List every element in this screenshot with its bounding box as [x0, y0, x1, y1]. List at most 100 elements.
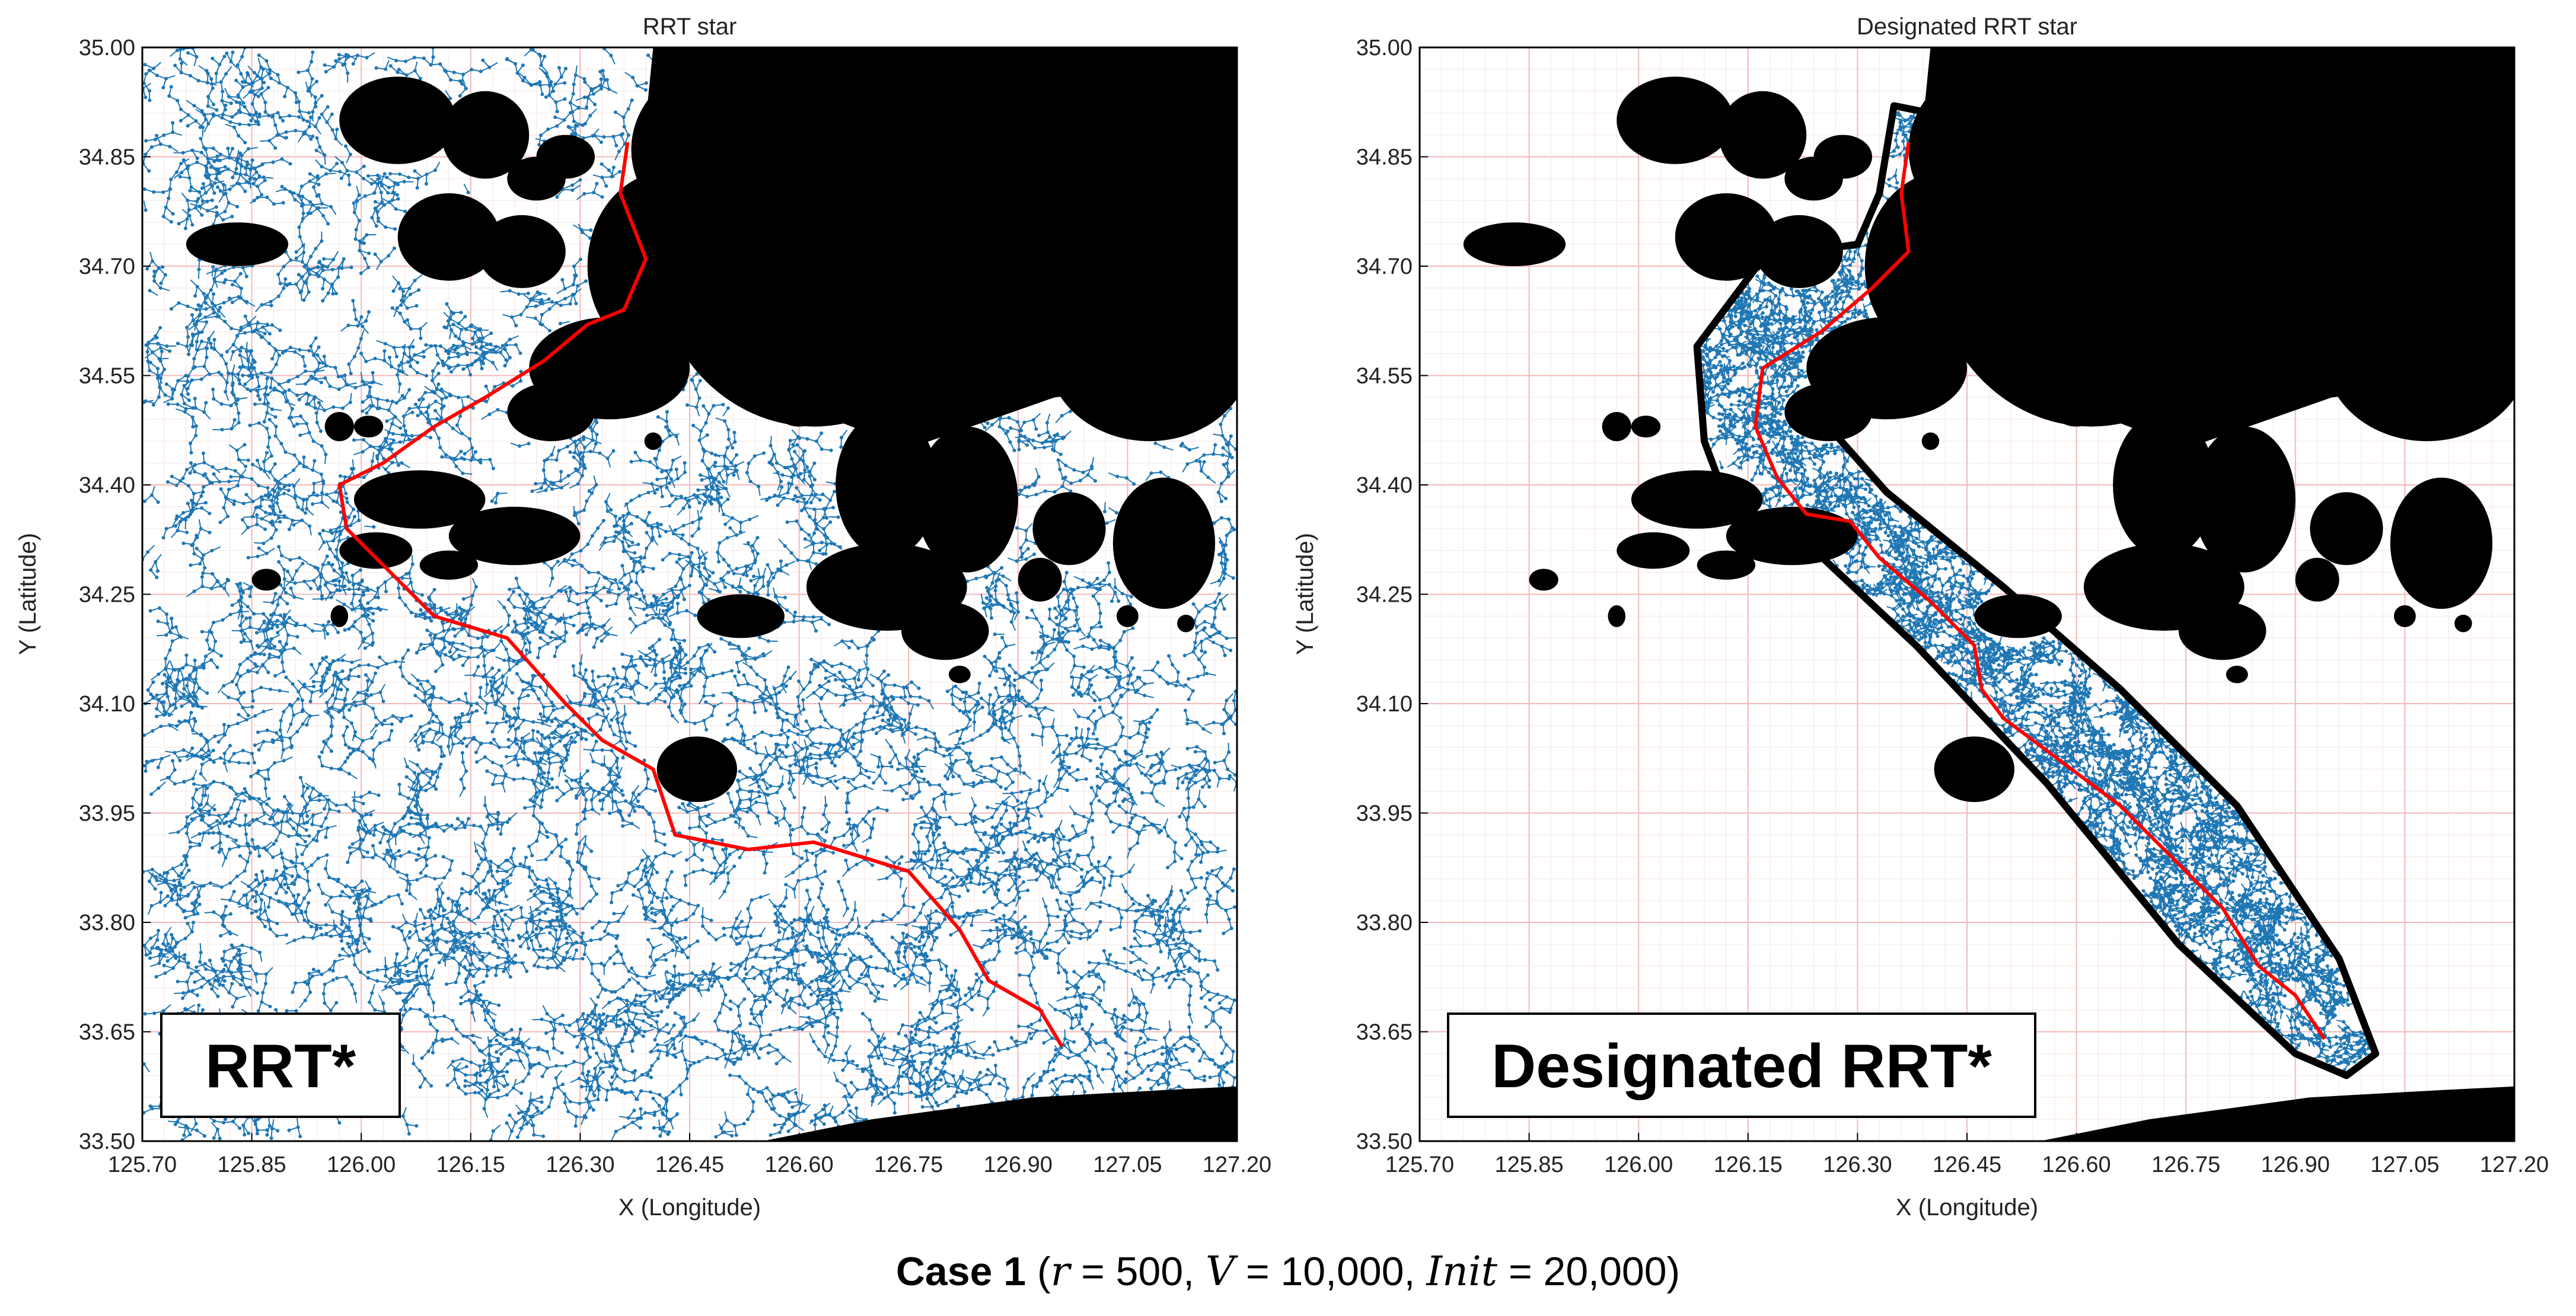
x-tick-label: 127.20	[2480, 1152, 2549, 1177]
obstacle-island-south	[2040, 1086, 2514, 1141]
obstacle	[186, 222, 289, 266]
caption-init-value: = 20,000)	[1497, 1249, 1680, 1294]
x-tick-label: 125.70	[108, 1152, 177, 1177]
designated-corridor	[1693, 102, 2380, 1079]
obstacle	[1463, 222, 1566, 266]
caption-v-value: = 10,000,	[1235, 1249, 1426, 1294]
x-axis-label: X (Longitude)	[1896, 1194, 2038, 1221]
obstacle	[1112, 477, 1216, 609]
y-tick-label: 34.55	[1356, 364, 1413, 389]
obstacle	[1934, 736, 2014, 803]
obstacle	[901, 601, 989, 660]
obstacle	[1719, 91, 1807, 179]
x-tick-label: 125.70	[1385, 1152, 1454, 1177]
panel-rrt-star: 125.70 125.85 126.00 126.15 126.30 126.45 126.…	[15, 14, 1271, 1221]
y-tick-label: 34.55	[79, 364, 135, 389]
x-tick-label: 126.60	[2042, 1152, 2110, 1177]
obstacle	[1608, 605, 1626, 627]
path-line	[1754, 142, 2326, 1040]
chart-title: Designated RRT star	[1857, 14, 2077, 40]
obstacle	[2310, 492, 2383, 566]
y-tick-label: 33.95	[79, 801, 135, 826]
y-axis-label: Y (Latitude)	[15, 533, 41, 655]
obstacle	[2113, 412, 2215, 558]
obstacle	[656, 736, 737, 803]
method-label: Designated RRT*	[1491, 1032, 1992, 1101]
obstacle	[1602, 412, 1631, 442]
obstacle	[2193, 426, 2296, 573]
x-tick-label: 126.45	[655, 1152, 724, 1177]
x-tick-label: 126.90	[2261, 1152, 2330, 1177]
y-tick-label: 34.40	[79, 473, 135, 498]
obstacle	[1784, 382, 1873, 442]
obstacle	[1529, 568, 1558, 591]
obstacle	[1697, 550, 1756, 580]
y-tick-label: 34.25	[1356, 583, 1413, 608]
x-tick-label: 126.45	[1933, 1152, 2001, 1177]
obstacle	[2454, 614, 2472, 633]
obstacle	[419, 550, 479, 580]
method-label-box	[160, 1012, 401, 1118]
method-label-box	[1447, 1012, 2036, 1118]
obstacle	[916, 426, 1018, 573]
y-axis-label: Y (Latitude)	[1292, 533, 1318, 655]
obstacle	[2295, 558, 2339, 602]
x-tick-label: 126.30	[1823, 1152, 1892, 1177]
obstacle	[1018, 558, 1062, 602]
x-tick-label: 127.05	[2370, 1152, 2439, 1177]
y-tick-label: 33.65	[1356, 1020, 1413, 1045]
obstacle-island-south	[763, 1086, 1237, 1141]
obstacle	[2393, 605, 2416, 627]
obstacle	[644, 432, 662, 450]
caption-r-value: = 500,	[1070, 1249, 1206, 1294]
y-tick-label: 34.10	[1356, 692, 1413, 717]
y-tick-label: 33.80	[79, 911, 135, 935]
tree-node-set	[1695, 109, 2373, 1072]
y-tick-label: 33.50	[1356, 1129, 1413, 1154]
caption-case: Case 1	[896, 1249, 1026, 1294]
obstacle-mainland	[1915, 47, 2514, 449]
obstacle	[397, 193, 500, 281]
path-line	[337, 142, 1064, 1047]
obstacles	[1463, 47, 2514, 1141]
obstacle	[1617, 76, 1734, 164]
obstacle	[2390, 477, 2493, 609]
obstacle	[948, 666, 971, 683]
obstacle	[1116, 605, 1139, 627]
caption-paren: (	[1037, 1249, 1051, 1294]
obstacle	[1177, 614, 1195, 633]
obstacle	[330, 605, 349, 627]
obstacle	[536, 135, 595, 179]
x-tick-label: 126.15	[1714, 1152, 1783, 1177]
caption-r-symbol: r	[1051, 1248, 1072, 1295]
x-tick-label: 125.85	[1494, 1152, 1563, 1177]
obstacles	[186, 47, 1237, 1141]
obstacle	[324, 412, 354, 442]
corridor-boundary	[1693, 102, 2380, 1079]
x-tick-label: 126.30	[546, 1152, 614, 1177]
x-tick-label: 126.00	[1604, 1152, 1673, 1177]
x-axis-label: X (Longitude)	[619, 1194, 761, 1221]
obstacle	[353, 416, 384, 438]
obstacle	[251, 568, 281, 591]
x-tick-label: 126.90	[984, 1152, 1053, 1177]
obstacle	[339, 76, 457, 164]
obstacle	[1974, 594, 2062, 638]
panel-designated-rrt-star: 125.70 125.85 126.00 126.15 126.30 126.45 126.…	[1292, 14, 2549, 1221]
x-tick-label: 126.75	[874, 1152, 943, 1177]
obstacle	[441, 91, 530, 179]
x-tick-label: 125.85	[217, 1152, 286, 1177]
obstacle	[836, 412, 938, 558]
obstacle	[697, 594, 785, 638]
y-tick-label: 33.65	[79, 1020, 135, 1045]
obstacle	[1617, 532, 1690, 569]
obstacle	[353, 470, 486, 529]
tree-edges	[1695, 109, 2375, 1072]
y-tick-label: 34.70	[1356, 254, 1413, 279]
method-label: RRT*	[205, 1032, 356, 1101]
y-tick-label: 33.80	[1356, 911, 1413, 935]
x-tick-label: 127.05	[1093, 1152, 1162, 1177]
y-tick-label: 34.85	[79, 145, 135, 170]
optimal-path	[1754, 142, 2326, 1040]
